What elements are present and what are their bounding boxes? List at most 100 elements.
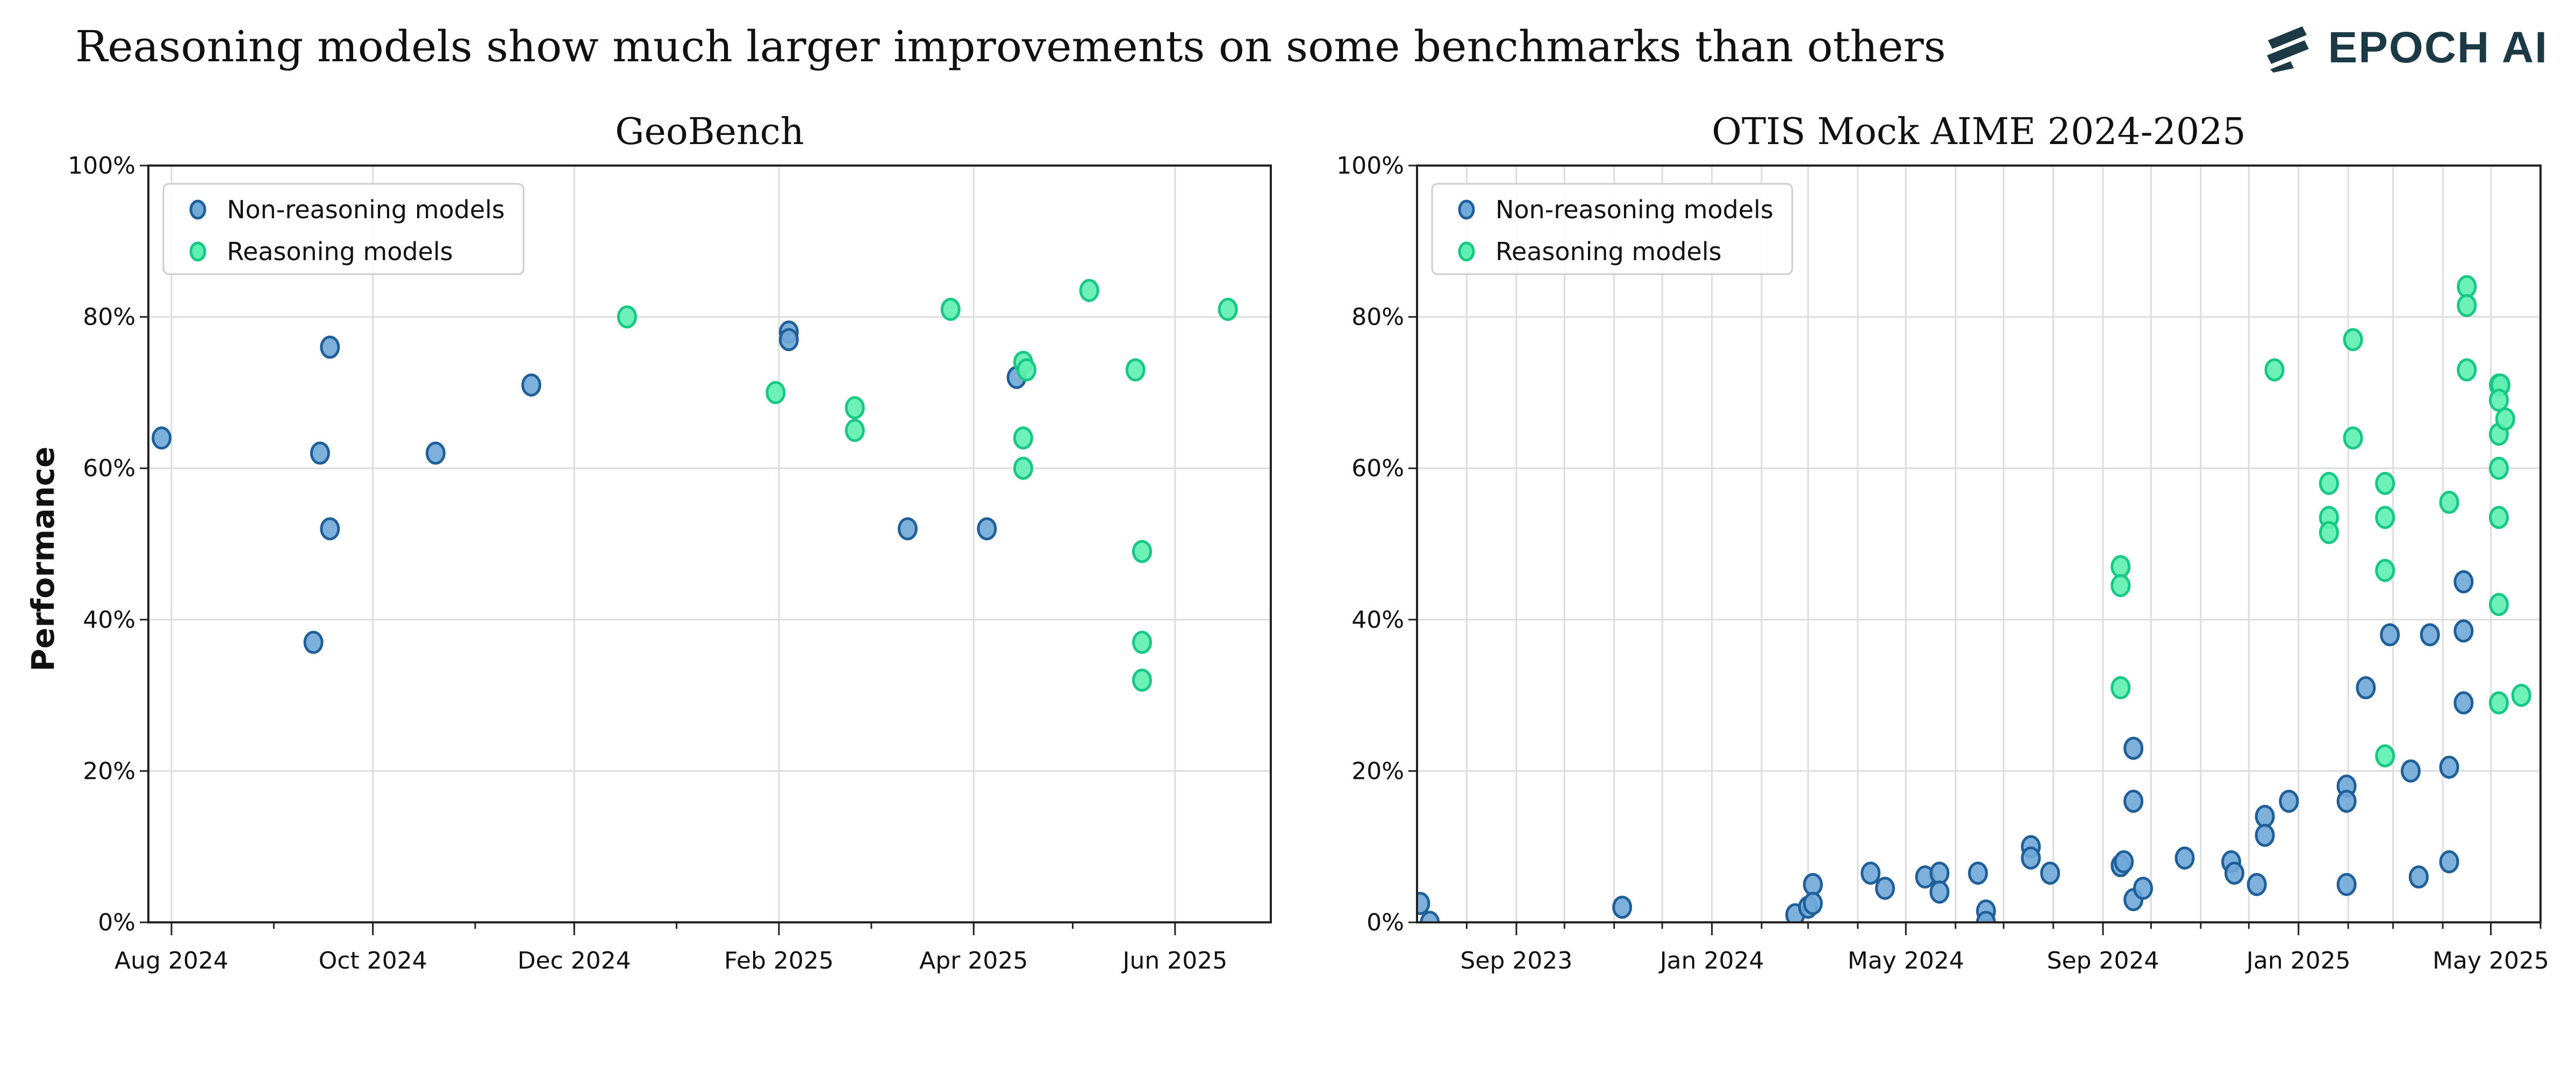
non-reasoning-point: [320, 335, 340, 359]
reasoning-point: [1132, 540, 1152, 563]
reasoning-point: [2264, 358, 2285, 382]
reasoning-point: [1013, 456, 1033, 480]
non-reasoning-point: [1875, 877, 1895, 900]
non-reasoning-point: [1802, 873, 1823, 897]
reasoning-point: [1079, 278, 1099, 302]
reasoning-point: [1132, 630, 1152, 654]
reasoning-point: [940, 298, 961, 321]
plot-frame: [1416, 164, 2542, 923]
reasoning-point: [2110, 555, 2131, 578]
non-reasoning-point: [1802, 892, 1823, 915]
x-tick-label: May 2025: [2432, 947, 2549, 974]
legend-label: Non-reasoning models: [227, 195, 505, 224]
reasoning-point: [1125, 358, 1146, 382]
legend: Non-reasoning models Reasoning models: [162, 183, 525, 275]
reasoning-point: [2110, 574, 2131, 597]
non-reasoning-point: [2336, 790, 2357, 813]
non-reasoning-point: [2224, 861, 2245, 885]
y-tick-label: 0%: [98, 909, 135, 936]
non-reasoning-point: [2380, 623, 2400, 647]
epoch-logo-icon: [2266, 26, 2309, 73]
reasoning-point: [2488, 691, 2509, 715]
non-reasoning-point: [2174, 846, 2195, 870]
non-reasoning-point: [2255, 805, 2275, 828]
y-tick-label: 0%: [1366, 909, 1404, 936]
x-tick-label: Jan 2025: [2245, 947, 2351, 974]
reasoning-point: [2488, 388, 2509, 412]
non-reasoning-point: [2420, 623, 2440, 647]
x-tick-label: Feb 2025: [724, 947, 834, 974]
non-reasoning-point: [425, 441, 446, 465]
reasoning-point: [617, 305, 637, 329]
non-reasoning-point: [521, 373, 541, 397]
reasoning-point: [2110, 676, 2131, 700]
chart-title: GeoBench: [615, 111, 804, 153]
non-reasoning-point: [897, 517, 918, 541]
x-tick-label: Sep 2023: [1460, 947, 1572, 974]
x-tick-label: Sep 2024: [2047, 947, 2159, 974]
reasoning-point: [2488, 506, 2509, 529]
reasoning-point: [1218, 298, 1238, 321]
non-reasoning-point: [1861, 861, 1881, 885]
legend-marker: [1458, 241, 1475, 262]
non-reasoning-point: [1417, 892, 1430, 915]
non-reasoning-point: [2336, 873, 2357, 897]
reasoning-point: [2457, 358, 2477, 382]
reasoning-point: [2375, 558, 2395, 582]
non-reasoning-point: [310, 441, 330, 465]
reasoning-point: [1132, 668, 1152, 692]
non-reasoning-point: [2123, 790, 2144, 813]
data-points: [1417, 275, 2531, 922]
legend-marker: [189, 241, 206, 262]
reasoning-point: [2457, 275, 2477, 298]
legend-label: Reasoning models: [1495, 237, 1722, 266]
reasoning-point: [2343, 328, 2363, 352]
reasoning-point: [2488, 593, 2509, 617]
non-reasoning-point: [2439, 755, 2459, 779]
non-reasoning-point: [2453, 619, 2474, 643]
reasoning-point: [2439, 491, 2459, 514]
chart-title: OTIS Mock AIME 2024-2025: [1712, 111, 2246, 153]
reasoning-point: [2457, 293, 2477, 317]
y-tick-label: 60%: [83, 455, 135, 482]
non-reasoning-point: [320, 517, 340, 541]
non-reasoning-point: [2453, 691, 2474, 715]
non-reasoning-point: [1929, 861, 1950, 885]
reasoning-point: [2343, 426, 2363, 450]
reasoning-point: [2488, 456, 2509, 480]
legend-marker: [1458, 199, 1475, 220]
reasoning-point: [765, 381, 786, 404]
non-reasoning-point: [2255, 823, 2275, 847]
x-tick-label: Jan 2024: [1658, 947, 1764, 974]
non-reasoning-point: [1612, 895, 1633, 919]
x-tick-label: Aug 2024: [115, 947, 228, 974]
non-reasoning-point: [1968, 861, 1988, 885]
legend-label: Reasoning models: [227, 237, 453, 266]
x-tick-label: May 2024: [1848, 947, 1964, 974]
y-tick-label: 60%: [1351, 455, 1404, 482]
legend-label: Non-reasoning models: [1495, 195, 1773, 224]
plot-frame: [147, 164, 1272, 923]
non-reasoning-point: [2453, 570, 2474, 593]
non-reasoning-point: [152, 426, 172, 450]
legend-marker: [189, 199, 206, 220]
non-reasoning-point: [778, 328, 799, 352]
chart-panel-2: 0% 20% 40% 60% 80% 100% Sep 2023 Jan 2024 May 20…: [1336, 111, 2549, 974]
non-reasoning-point: [1976, 911, 1996, 922]
x-tick-label: Oct 2024: [319, 947, 427, 974]
non-reasoning-point: [2408, 865, 2429, 889]
y-tick-label: 80%: [1351, 304, 1404, 331]
chart-panel-1: 0% 20% 40% 60% 80% 100% Aug 2024 Oct 2024 Dec 20…: [68, 111, 1272, 974]
epoch-ai-logo: EPOCH AI: [2263, 23, 2548, 73]
reasoning-point: [2511, 684, 2531, 707]
y-tick-label: 20%: [1351, 757, 1404, 785]
legend-box: [1431, 183, 1793, 275]
reasoning-point: [1013, 426, 1033, 450]
non-reasoning-point: [2040, 861, 2060, 885]
non-reasoning-point: [2021, 846, 2041, 870]
non-reasoning-point: [1420, 911, 1440, 922]
reasoning-point: [845, 419, 865, 442]
reasoning-point: [2495, 407, 2515, 431]
reasoning-point: [2319, 471, 2339, 495]
non-reasoning-point: [2246, 873, 2267, 897]
